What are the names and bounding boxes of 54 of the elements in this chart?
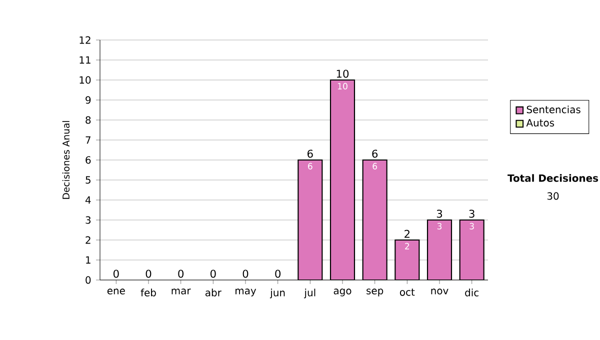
text: 30	[547, 192, 559, 200]
y-tick-label: 10	[80, 76, 91, 84]
total-label: 0	[146, 270, 152, 278]
y-tick-label: 12	[80, 36, 90, 44]
y-tick-label: 4	[85, 196, 91, 204]
y-tick-label: 6	[86, 156, 91, 164]
data-label: 6	[308, 162, 312, 170]
x-tick-label: mar	[172, 288, 191, 294]
y-tick-label: 2	[86, 236, 90, 244]
bar	[394, 239, 420, 280]
bar	[426, 219, 452, 280]
y-tick-label: 9	[86, 96, 91, 104]
total-label: 6	[308, 150, 313, 158]
y-tick-label: 3	[86, 216, 91, 224]
x-tick-label: abr	[206, 288, 222, 296]
total-label: 3	[469, 210, 474, 218]
x-tick-label: dic	[465, 288, 478, 296]
y-tick-label: 0	[86, 276, 91, 284]
total-label: 0	[242, 270, 248, 278]
total-label: 0	[178, 270, 184, 278]
bar	[330, 79, 356, 280]
x-tick-label: ago	[334, 288, 352, 296]
total-label: 0	[275, 270, 281, 278]
x-tick-label: jul	[304, 288, 316, 298]
x-tick-label: ene	[107, 288, 125, 294]
y-axis-title: Decisiones Anual	[62, 121, 70, 199]
data-label: 10	[338, 82, 348, 90]
x-tick-label: feb	[140, 288, 156, 296]
x-tick-label: may	[236, 288, 256, 296]
bar	[362, 159, 388, 280]
y-tick-label: 5	[86, 176, 90, 184]
total-label: 6	[372, 150, 378, 158]
data-label: 6	[372, 162, 378, 170]
x-tick-label: nov	[431, 288, 448, 294]
legend-label: Autos	[526, 119, 554, 127]
y-tick-label: 1	[86, 256, 90, 264]
total-label: 10	[336, 70, 349, 78]
x-tick-label: jun	[270, 288, 285, 298]
data-label: 2	[405, 242, 410, 250]
text: Total Decisiones	[508, 174, 598, 182]
bar	[459, 219, 484, 280]
total-label: 3	[436, 210, 442, 218]
data-label: 3	[470, 222, 474, 230]
total-label: 0	[113, 270, 119, 278]
y-tick-label: 7	[86, 136, 90, 144]
total-label: 2	[404, 230, 410, 238]
y-tick-label: 8	[86, 116, 91, 124]
total-label: 0	[210, 270, 216, 278]
legend-label: Sentencias	[526, 106, 580, 114]
x-tick-label: sep	[366, 288, 384, 296]
data-label: 3	[437, 222, 442, 230]
x-tick-label: oct	[400, 288, 415, 296]
bar	[298, 159, 323, 280]
y-tick-label: 11	[80, 56, 90, 64]
